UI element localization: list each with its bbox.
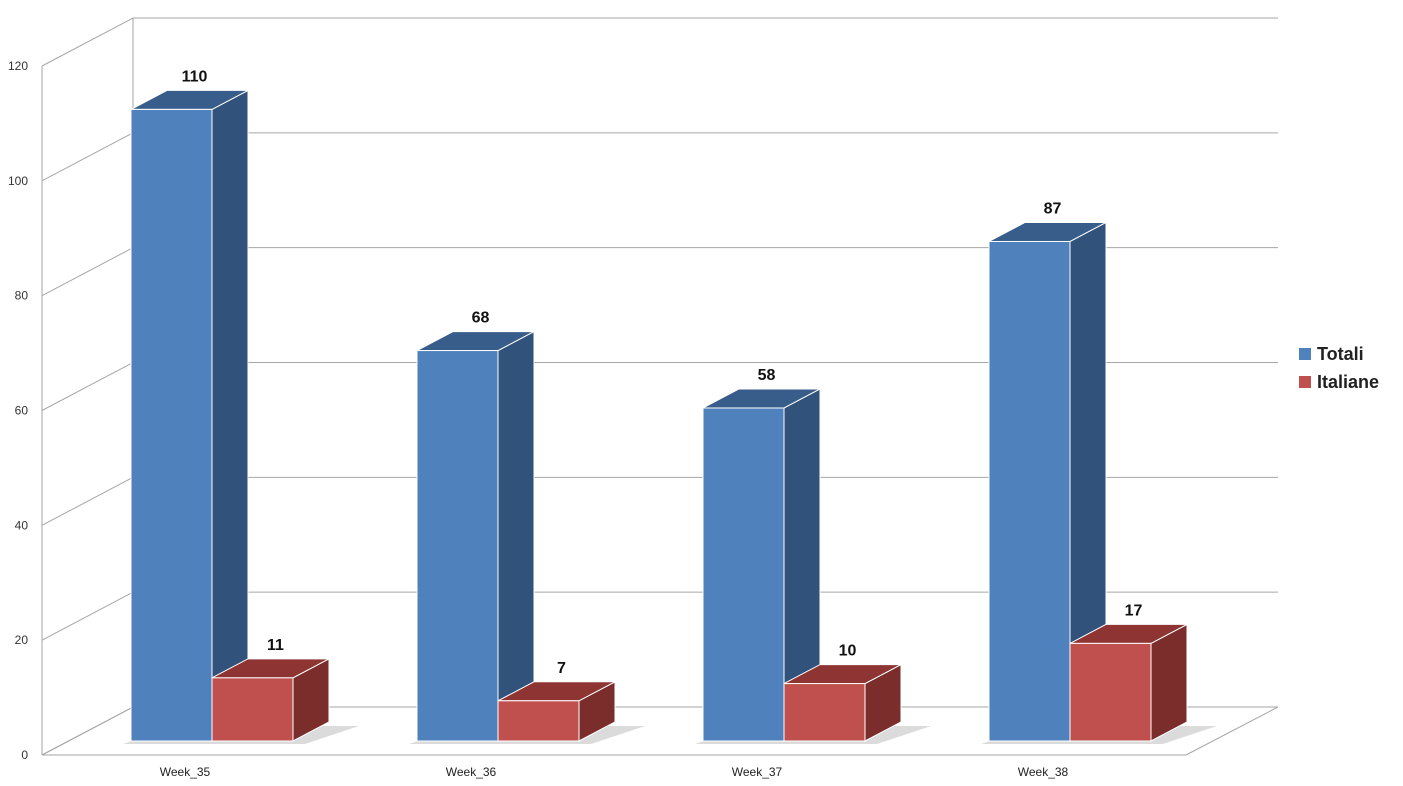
bars bbox=[130, 89, 1188, 742]
side-gridline bbox=[41, 247, 134, 297]
side-gridline bbox=[41, 362, 134, 411]
x-tick-label: Week_38 bbox=[1018, 765, 1069, 779]
x-tick-label: Week_35 bbox=[160, 765, 211, 779]
bar-front-face bbox=[1069, 642, 1152, 742]
bar-italiane-week_35 bbox=[211, 658, 330, 742]
floor-left-edge bbox=[41, 706, 134, 756]
bar-front-face bbox=[702, 407, 785, 742]
x-tick-label: Week_37 bbox=[732, 765, 783, 779]
bar-italiane-week_38 bbox=[1069, 623, 1188, 742]
y-tick-label: 100 bbox=[8, 174, 28, 188]
bar-italiane-week_36 bbox=[497, 680, 616, 742]
bar-totali-week_38 bbox=[988, 221, 1107, 742]
bar-side-face bbox=[497, 330, 535, 742]
legend-item-italiane: Italiane bbox=[1299, 368, 1379, 396]
data-label: 17 bbox=[1125, 602, 1143, 619]
data-label: 11 bbox=[267, 637, 284, 654]
bar-front-face bbox=[416, 350, 499, 742]
side-gridline bbox=[41, 17, 134, 67]
bar-italiane-week_37 bbox=[783, 663, 902, 742]
bar-front-face bbox=[988, 240, 1071, 742]
bar-side-face bbox=[1150, 623, 1188, 742]
bar-front-face bbox=[130, 108, 213, 742]
y-tick-label: 0 bbox=[21, 748, 28, 762]
data-label: 58 bbox=[758, 367, 776, 384]
bar-side-face bbox=[211, 89, 249, 742]
y-tick-label: 40 bbox=[15, 518, 29, 532]
data-label: 68 bbox=[472, 310, 490, 327]
x-tick-label: Week_36 bbox=[446, 765, 497, 779]
bar-front-face bbox=[497, 700, 580, 742]
side-gridline bbox=[41, 476, 134, 526]
data-labels: 110 11 68 7 58 10 87 17 bbox=[182, 68, 1143, 676]
legend-swatch-italiane bbox=[1299, 376, 1311, 388]
data-label: 10 bbox=[839, 643, 857, 660]
data-label: 87 bbox=[1044, 200, 1062, 217]
y-tick-label: 120 bbox=[8, 59, 28, 73]
legend-label-italiane: Italiane bbox=[1317, 371, 1380, 392]
bar-totali-week_36 bbox=[416, 330, 535, 742]
floor-right-edge bbox=[1185, 706, 1279, 756]
legend-swatch-totali bbox=[1299, 348, 1311, 360]
legend-label-totali: Totali bbox=[1317, 343, 1364, 364]
bar-front-face bbox=[783, 683, 866, 742]
side-gridline bbox=[41, 591, 134, 641]
y-tick-label: 20 bbox=[15, 633, 29, 647]
data-label: 7 bbox=[557, 660, 566, 677]
legend-item-totali: Totali bbox=[1299, 340, 1379, 368]
y-tick-label: 80 bbox=[15, 289, 29, 303]
bar-totali-week_37 bbox=[702, 388, 821, 742]
y-tick-label: 60 bbox=[15, 404, 29, 418]
bar-totali-week_35 bbox=[130, 89, 249, 742]
data-label: 110 bbox=[182, 68, 208, 85]
side-gridline bbox=[41, 132, 134, 182]
legend: Totali Italiane bbox=[1299, 340, 1379, 396]
bar-front-face bbox=[211, 677, 294, 742]
